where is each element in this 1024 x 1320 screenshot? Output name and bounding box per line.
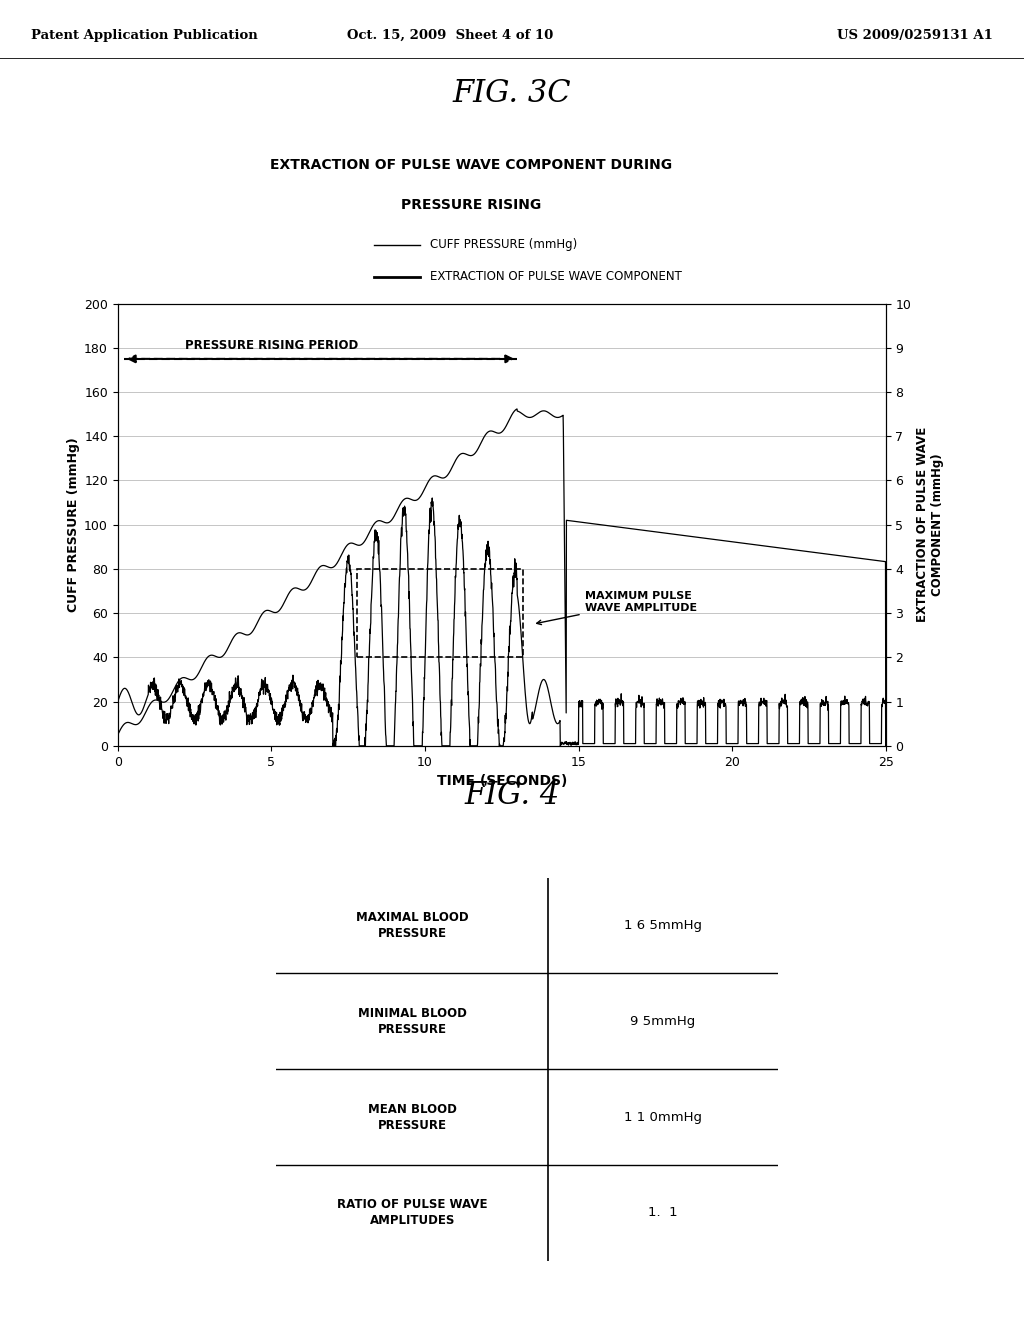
Text: US 2009/0259131 A1: US 2009/0259131 A1 [838,29,993,42]
Text: EXTRACTION OF PULSE WAVE COMPONENT: EXTRACTION OF PULSE WAVE COMPONENT [430,271,682,284]
Text: 1 6 5mmHg: 1 6 5mmHg [624,919,702,932]
Text: FIG. 4: FIG. 4 [464,780,560,812]
Text: 1.  1: 1. 1 [648,1206,678,1220]
Text: EXTRACTION OF PULSE WAVE COMPONENT DURING: EXTRACTION OF PULSE WAVE COMPONENT DURIN… [270,158,672,172]
Text: MAXIMAL BLOOD
PRESSURE: MAXIMAL BLOOD PRESSURE [356,911,468,940]
Text: RATIO OF PULSE WAVE
AMPLITUDES: RATIO OF PULSE WAVE AMPLITUDES [337,1199,487,1228]
Text: 1 1 0mmHg: 1 1 0mmHg [624,1110,702,1123]
Text: 9 5mmHg: 9 5mmHg [631,1015,695,1028]
Text: FIG. 3C: FIG. 3C [453,78,571,110]
Text: MEAN BLOOD
PRESSURE: MEAN BLOOD PRESSURE [368,1102,457,1131]
Y-axis label: CUFF PRESSURE (mmHg): CUFF PRESSURE (mmHg) [67,437,80,612]
Text: Oct. 15, 2009  Sheet 4 of 10: Oct. 15, 2009 Sheet 4 of 10 [347,29,554,42]
Text: PRESSURE RISING: PRESSURE RISING [401,198,541,211]
X-axis label: TIME (SECONDS): TIME (SECONDS) [436,774,567,788]
Text: PRESSURE RISING PERIOD: PRESSURE RISING PERIOD [184,339,358,352]
Text: MAXIMUM PULSE
WAVE AMPLITUDE: MAXIMUM PULSE WAVE AMPLITUDE [537,591,696,624]
Text: CUFF PRESSURE (mmHg): CUFF PRESSURE (mmHg) [430,238,578,251]
Text: MINIMAL BLOOD
PRESSURE: MINIMAL BLOOD PRESSURE [357,1007,467,1036]
Text: Patent Application Publication: Patent Application Publication [31,29,257,42]
Bar [357,569,523,657]
Y-axis label: EXTRACTION OF PULSE WAVE
COMPONENT (mmHg): EXTRACTION OF PULSE WAVE COMPONENT (mmHg… [915,428,943,622]
